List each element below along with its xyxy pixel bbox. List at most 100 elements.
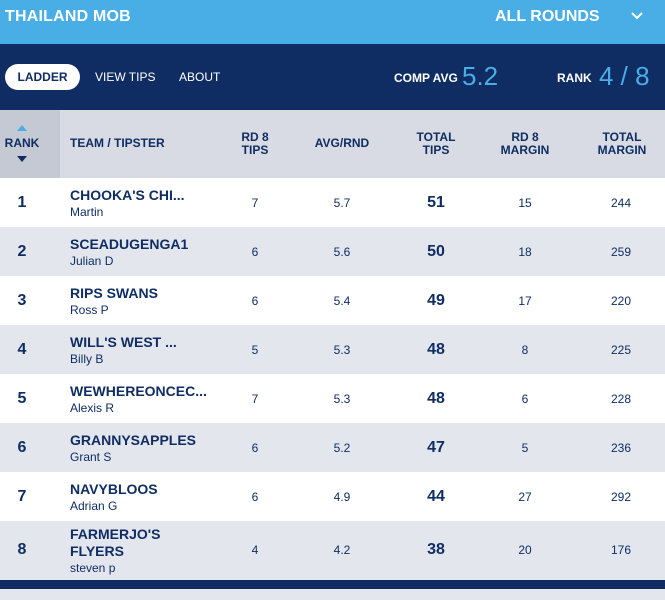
rank-cell: 7 [17,488,27,505]
top-bar: THAILAND MOB ALL ROUNDS [0,0,665,44]
table-row[interactable]: 8 FARMERJO'S FLYERS steven p 4 4.2 38 20… [0,521,665,580]
total-margin-cell: 292 [610,490,632,504]
total-margin-cell: 228 [610,392,632,406]
team-name: WEWHEREONCEC... [70,383,207,399]
rd-tips-cell: 4 [251,543,259,557]
rank-cell: 3 [17,292,27,309]
avg-cell: 4.2 [333,543,351,557]
rd-tips-cell: 6 [251,294,259,308]
team-name: GRANNYSAPPLES [70,432,197,448]
rd-tips-header-line2: TIPS [241,143,269,157]
rd-margin-cell: 18 [518,245,532,259]
round-select-label: ALL ROUNDS [495,8,600,25]
table-row[interactable]: 2 SCEADUGENGA1 Julian D 6 5.6 50 18 259 [0,227,665,276]
total-margin-cell: 225 [610,343,632,357]
team-name: NAVYBLOOS [70,481,158,497]
rank-cell: 1 [17,194,27,211]
comp-avg-label: COMP AVG [394,71,458,85]
tab-ladder[interactable]: LADDER [5,64,80,90]
table-row[interactable]: 5 WEWHEREONCEC... Alexis R 7 5.3 48 6 22… [0,374,665,423]
sort-up-icon [17,125,27,131]
rank-label: RANK [557,71,592,85]
total-margin-cell: 220 [610,294,632,308]
total-margin-cell: 244 [610,196,632,210]
tipster-name: steven p [70,561,116,575]
avg-cell: 4.9 [333,490,351,504]
rd-margin-column-header[interactable]: RD 8 MARGIN [495,131,555,157]
rd-margin-cell: 6 [521,392,529,406]
tipster-name: Alexis R [70,401,115,415]
table-footer-bar [0,580,665,589]
rank-cell: 5 [17,390,27,407]
tipster-name: Billy B [70,352,104,366]
tipster-name: Adrian G [70,499,118,513]
rd-margin-cell: 20 [518,543,532,557]
avg-cell: 5.6 [333,245,351,259]
total-tips-cell: 51 [427,194,445,211]
tipster-name: Martin [70,205,104,219]
rank-cell: 6 [17,439,27,456]
team-name: SCEADUGENGA1 [70,236,189,252]
rd-tips-cell: 5 [251,343,259,357]
rd-margin-cell: 27 [518,490,532,504]
rd-margin-cell: 17 [518,294,532,308]
total-tips-column-header[interactable]: TOTAL TIPS [406,131,466,157]
nav-bar: LADDER VIEW TIPS ABOUT COMP AVG 5.2 RANK… [0,44,665,110]
tab-view-tips[interactable]: VIEW TIPS [95,70,156,84]
rank-cell: 8 [17,541,27,558]
rank-value: 4 / 8 [599,61,650,91]
rd-margin-header-line2: MARGIN [500,143,550,157]
rd-margin-cell: 8 [521,343,529,357]
total-tips-cell: 47 [427,439,445,456]
chevron-down-icon [631,12,643,20]
footer-strip [0,589,665,600]
team-name: WILL'S WEST ... [70,334,177,350]
rd-tips-header-line1: RD 8 [241,130,269,144]
total-tips-cell: 38 [427,541,445,558]
team-name: FARMERJO'S FLYERS [70,526,161,559]
rd-tips-cell: 7 [251,392,259,406]
tipster-name: Grant S [70,450,112,464]
total-margin-column-header[interactable]: TOTAL MARGIN [591,131,653,157]
rd-tips-cell: 7 [251,196,259,210]
total-tips-cell: 49 [427,292,445,309]
total-tips-header-line2: TIPS [422,143,450,157]
rd-margin-cell: 5 [521,441,529,455]
avg-cell: 5.7 [333,196,351,210]
table-row[interactable]: 6 GRANNYSAPPLES Grant S 6 5.2 47 5 236 [0,423,665,472]
rd-margin-header-line1: RD 8 [511,130,539,144]
tipster-name: Julian D [70,254,114,268]
total-tips-cell: 48 [427,341,445,358]
table-row[interactable]: 1 CHOOKA'S CHI... Martin 7 5.7 51 15 244 [0,178,665,227]
round-select[interactable]: ALL ROUNDS [480,0,665,44]
tab-about[interactable]: ABOUT [179,70,221,84]
sort-down-icon [17,156,27,162]
table-row[interactable]: 3 RIPS SWANS Ross P 6 5.4 49 17 220 [0,276,665,325]
team-name: CHOOKA'S CHI... [70,187,185,203]
rd-tips-column-header[interactable]: RD 8 TIPS [225,131,285,157]
rd-tips-cell: 6 [251,490,259,504]
total-margin-header-line1: TOTAL [602,130,642,144]
total-tips-header-line1: TOTAL [416,130,456,144]
avg-cell: 5.4 [333,294,351,308]
rd-margin-cell: 15 [518,196,532,210]
avg-column-header[interactable]: AVG/RND [314,136,370,150]
table-row[interactable]: 4 WILL'S WEST ... Billy B 5 5.3 48 8 225 [0,325,665,374]
rd-tips-cell: 6 [251,245,259,259]
table-row[interactable]: 7 NAVYBLOOS Adrian G 6 4.9 44 27 292 [0,472,665,521]
avg-cell: 5.3 [333,392,351,406]
team-name: RIPS SWANS [70,285,158,301]
avg-cell: 5.2 [333,441,351,455]
total-tips-cell: 50 [427,243,445,260]
competition-title: THAILAND MOB [5,8,131,25]
rank-cell: 4 [17,341,27,358]
avg-cell: 5.3 [333,343,351,357]
total-tips-cell: 44 [427,488,445,505]
total-margin-cell: 259 [610,245,632,259]
comp-avg-value: 5.2 [462,61,499,91]
rank-sort-header[interactable]: RANK [0,110,60,178]
total-tips-cell: 48 [427,390,445,407]
rank-column-header: RANK [4,136,40,150]
team-column-header[interactable]: TEAM / TIPSTER [70,136,165,150]
total-margin-header-line2: MARGIN [597,143,647,157]
